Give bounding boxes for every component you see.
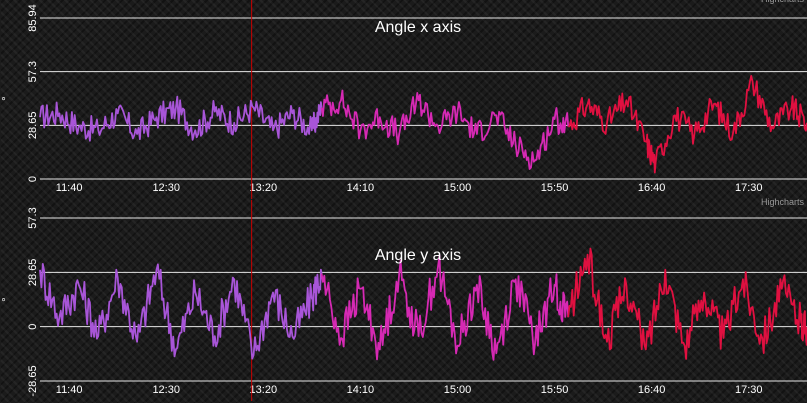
x-tick-label: 14:10 [347,182,375,194]
series-line [568,75,807,174]
series-line [320,89,570,170]
series-line [39,95,323,142]
series-line [567,247,807,360]
y-axis-label: ° [1,297,13,301]
y-tick-label: 28.65 [27,259,39,287]
x-tick-label: 15:00 [444,182,472,194]
y-tick-label: 0 [27,324,39,330]
y-tick-label: -28.65 [27,365,39,396]
credits-label[interactable]: Highcharts [761,197,805,207]
chart-title: Angle y axis [375,247,461,264]
x-tick-label: 15:50 [541,182,569,194]
x-tick-label: 16:40 [638,384,666,396]
chart-title: Angle x axis [375,19,461,36]
x-tick-label: 17:30 [735,182,763,194]
y-tick-label: 57.3 [27,61,39,82]
x-tick-label: 12:30 [152,182,180,194]
x-tick-label: 14:10 [347,384,375,396]
x-tick-label: 15:50 [541,384,569,396]
x-tick-label: 12:30 [152,384,180,396]
x-tick-label: 11:40 [56,384,83,396]
x-tick-label: 15:00 [444,384,472,396]
x-tick-label: 11:40 [56,182,83,194]
series-line [320,254,570,361]
y-tick-label: 85.94 [27,4,39,32]
y-tick-label: 0 [27,176,39,182]
credits-label[interactable]: Highcharts [761,0,805,4]
x-tick-label: 16:40 [638,182,666,194]
x-tick-label: 13:20 [250,384,278,396]
x-tick-label: 17:30 [735,384,763,396]
y-axis-label: ° [1,96,13,100]
x-tick-label: 13:20 [250,182,278,194]
y-tick-label: 57.3 [27,207,39,228]
series-line [39,263,323,360]
y-tick-label: 28.65 [27,112,39,140]
